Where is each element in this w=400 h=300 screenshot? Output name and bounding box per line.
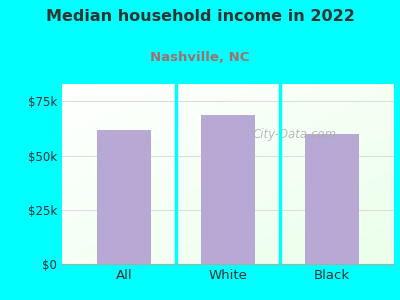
Bar [97,130,151,264]
Text: Median household income in 2022: Median household income in 2022 [46,9,354,24]
Text: City-Data.com: City-Data.com [252,128,336,141]
Bar [305,134,359,264]
Bar [201,116,255,264]
Text: Nashville, NC: Nashville, NC [150,51,250,64]
